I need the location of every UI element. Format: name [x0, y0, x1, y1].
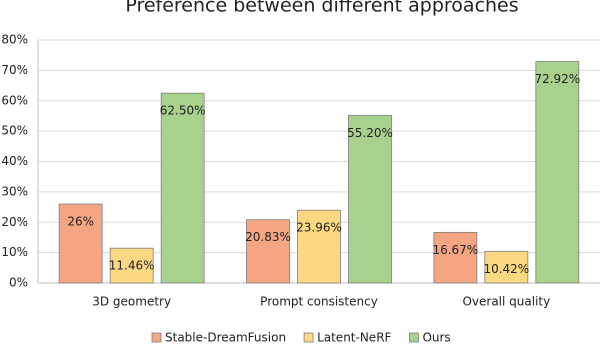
value-label: 10.42%: [483, 262, 529, 276]
y-tick-label: 30%: [1, 184, 28, 198]
value-label: 62.50%: [160, 104, 206, 118]
y-tick-label: 60%: [1, 93, 28, 107]
bar: [109, 247, 154, 284]
bar: [246, 219, 290, 284]
legend-swatch: [409, 332, 419, 343]
bar: [297, 209, 341, 284]
y-tick-label: 50%: [1, 124, 28, 138]
legend-swatch: [303, 332, 314, 343]
value-label: 16.67%: [432, 243, 478, 257]
x-tick-label: Overall quality: [462, 295, 550, 309]
bar: [433, 231, 478, 284]
y-tick-label: 20%: [1, 215, 28, 229]
value-label: 26%: [67, 215, 94, 229]
chart-title: Preference between different approaches: [125, 0, 518, 17]
value-label: 11.46%: [109, 259, 155, 273]
bar: [348, 114, 392, 284]
value-label: 55.20%: [347, 126, 393, 140]
bar: [535, 61, 580, 284]
legend-swatch: [151, 332, 162, 343]
value-label: 23.96%: [296, 221, 342, 235]
bar: [160, 92, 205, 284]
y-tick-label: 10%: [1, 245, 28, 259]
value-label: 20.83%: [245, 230, 291, 244]
bar: [484, 250, 529, 284]
value-label: 72.92%: [534, 72, 580, 86]
legend-label: Ours: [422, 331, 450, 345]
x-tick-label: Prompt consistency: [260, 295, 378, 309]
y-tick-label: 70%: [1, 63, 28, 77]
y-tick-label: 80%: [1, 33, 28, 47]
y-tick-label: 0%: [9, 276, 28, 290]
y-tick-label: 40%: [1, 154, 28, 168]
legend-label: Stable-DreamFusion: [165, 331, 286, 345]
legend-label: Latent-NeRF: [317, 331, 391, 345]
x-tick-label: 3D geometry: [92, 295, 171, 309]
bar: [58, 203, 103, 284]
